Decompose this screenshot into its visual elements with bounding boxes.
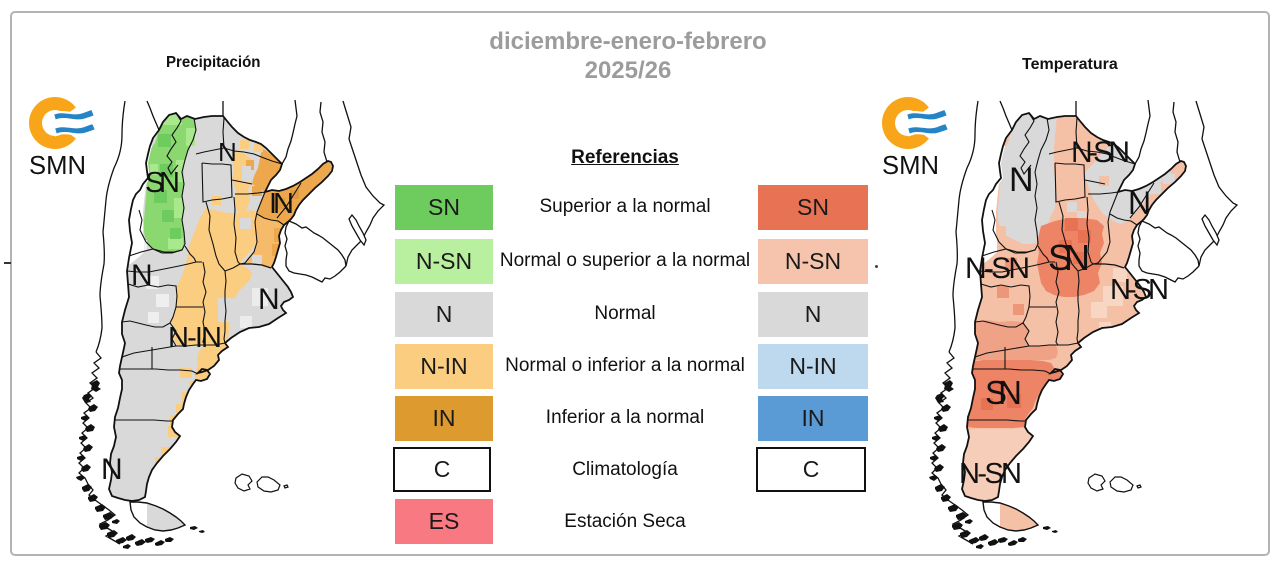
svg-text:SN: SN	[1048, 237, 1090, 278]
svg-text:N-SN: N-SN	[965, 252, 1030, 285]
svg-text:SMN: SMN	[29, 150, 86, 180]
svg-text:N-SN: N-SN	[959, 458, 1022, 490]
svg-text:N: N	[101, 453, 123, 486]
svg-text:N: N	[131, 259, 153, 292]
svg-text:N-SN: N-SN	[1071, 136, 1130, 169]
svg-text:N-SN: N-SN	[1110, 274, 1169, 306]
svg-text:N-IN: N-IN	[168, 322, 222, 354]
svg-text:N: N	[1009, 161, 1034, 199]
svg-text:N: N	[1128, 185, 1151, 221]
svg-text:SN: SN	[145, 167, 180, 199]
svg-text:IN: IN	[269, 188, 294, 220]
svg-text:SN: SN	[985, 374, 1022, 411]
svg-text:N: N	[258, 283, 280, 316]
svg-text:N: N	[218, 137, 237, 167]
